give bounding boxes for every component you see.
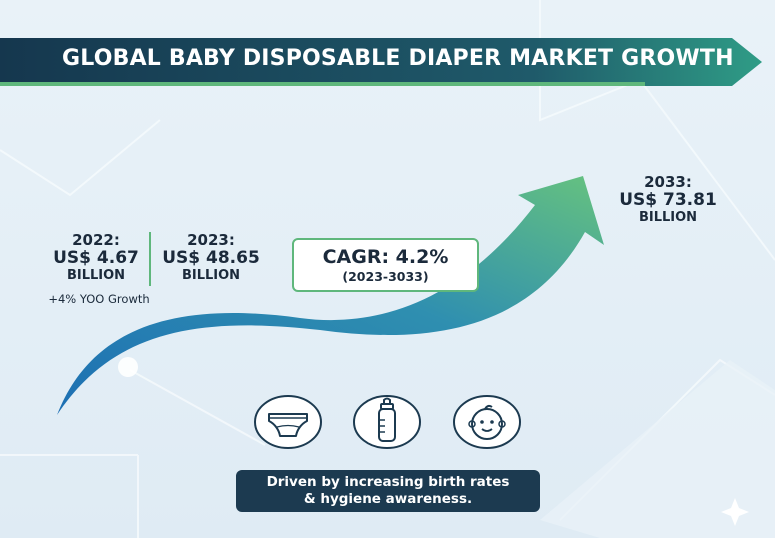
cagr-period: (2023-3033) bbox=[342, 269, 429, 284]
stat-2033: 2033: US$ 73.81 BILLION bbox=[612, 173, 724, 226]
cagr-label: CAGR: 4.2% bbox=[322, 246, 449, 268]
sparkle-icon bbox=[721, 498, 749, 526]
stat-2023-value: US$ 48.65 bbox=[162, 248, 260, 269]
stat-2022-year: 2022: bbox=[72, 231, 120, 249]
footer-line-1: Driven by increasing birth rates bbox=[266, 474, 510, 490]
stat-2022-value: US$ 4.67 bbox=[53, 248, 139, 269]
stat-2022-unit: BILLION bbox=[66, 267, 126, 283]
diaper-icon bbox=[254, 395, 322, 449]
yoy-growth-note: +4% YOO Growth bbox=[48, 292, 150, 306]
stat-2023-unit: BILLION bbox=[181, 267, 241, 283]
baby-face-icon bbox=[453, 395, 521, 449]
stat-divider bbox=[149, 232, 151, 286]
stat-2023: 2023: US$ 48.65 BILLION bbox=[158, 231, 264, 284]
cagr-box: CAGR: 4.2% (2023-3033) bbox=[292, 238, 479, 292]
stat-2023-year: 2023: bbox=[187, 231, 235, 249]
title-banner bbox=[0, 38, 762, 86]
footer-banner: Driven by increasing birth rates & hygie… bbox=[236, 470, 540, 512]
stat-2033-value: US$ 73.81 bbox=[619, 190, 717, 211]
stat-2033-unit: BILLION bbox=[638, 209, 698, 225]
page-title: GLOBAL BABY DISPOSABLE DIAPER MARKET GRO… bbox=[62, 46, 734, 71]
stat-2022: 2022: US$ 4.67 BILLION bbox=[44, 231, 148, 284]
footer-line-2: & hygiene awareness. bbox=[303, 491, 473, 507]
stat-2033-year: 2033: bbox=[644, 173, 692, 191]
baby-bottle-icon bbox=[353, 395, 421, 449]
